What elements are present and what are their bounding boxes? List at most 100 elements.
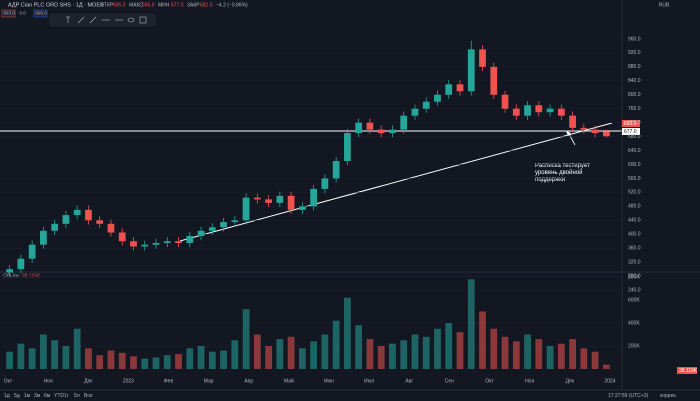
volume-bar xyxy=(344,297,351,369)
candle-body xyxy=(490,66,498,95)
volume-bar xyxy=(287,336,295,369)
volume-tick-label: 400K xyxy=(628,320,640,326)
candle-body xyxy=(276,195,284,203)
x-tick-label: Ноя xyxy=(525,378,534,384)
annotation-box: Расписка тестирует уровень двойной подде… xyxy=(535,163,590,183)
range-button[interactable]: 6м xyxy=(44,393,51,399)
candle-body xyxy=(310,188,318,207)
x-tick-label: Окт xyxy=(485,378,494,384)
volume-badge-label: 38.116K xyxy=(679,368,698,374)
range-button[interactable]: 1г xyxy=(64,393,69,399)
volume-bar xyxy=(130,356,137,369)
candle-body xyxy=(591,129,599,134)
candle-body xyxy=(253,197,261,200)
candle-body xyxy=(28,244,36,259)
candle-body xyxy=(377,129,385,134)
x-tick-label: Апр xyxy=(244,378,253,384)
volume-bar xyxy=(366,339,374,369)
range-button[interactable]: Все xyxy=(84,393,93,399)
drawing-toolbar xyxy=(49,13,156,27)
volume-bar xyxy=(310,341,318,369)
candle-body xyxy=(445,84,453,95)
y-tick-label: 480.0 xyxy=(628,204,641,210)
y-tick-label: 280.0 xyxy=(628,273,641,279)
volume-bar xyxy=(355,325,363,369)
candle-body xyxy=(479,49,486,67)
y-tick-label: 640.0 xyxy=(628,148,641,154)
candle-body xyxy=(141,244,149,247)
y-tick-label: 920.0 xyxy=(628,50,641,56)
range-button[interactable]: YTD xyxy=(54,393,64,399)
range-button[interactable]: 5л xyxy=(74,393,80,399)
badge xyxy=(33,9,48,18)
x-tick-label: Дек xyxy=(566,378,575,384)
range-button[interactable]: 5д xyxy=(14,393,20,399)
candle-body xyxy=(512,108,520,116)
x-tick-label: Дек xyxy=(84,378,93,384)
candle-body xyxy=(186,236,194,243)
volume-bar xyxy=(602,364,610,369)
candle-body xyxy=(332,161,340,179)
volume-bar xyxy=(580,348,588,369)
x-tick-label: 2023 xyxy=(123,378,134,384)
y-tick-label: 800.0 xyxy=(628,92,641,98)
ohlc-item: ЗАКР xyxy=(187,2,200,8)
y-tick-label: 320.0 xyxy=(628,259,641,265)
volume-bar xyxy=(535,339,543,369)
candle-body xyxy=(85,209,92,221)
candle-body xyxy=(152,242,160,245)
arrow-head xyxy=(566,131,571,136)
volume-bar xyxy=(242,309,250,369)
candle-body xyxy=(366,122,374,130)
volume-bar xyxy=(85,348,92,369)
y-tick-label: 720.0 xyxy=(628,120,641,126)
y-tick-label: 360.0 xyxy=(628,246,641,252)
adjust-button[interactable]: коррек. xyxy=(660,393,677,399)
volume-bar xyxy=(524,334,531,369)
x-tick-label: Фев xyxy=(164,378,174,384)
candle-body xyxy=(422,101,430,109)
candle-body xyxy=(197,230,205,237)
price-badge-label: 677.0 xyxy=(624,129,637,135)
badge xyxy=(1,9,16,18)
y-tick-label: 960.0 xyxy=(628,36,641,42)
ohlc-item: −4.2 (−0.86%) xyxy=(216,2,248,8)
currency: RUB xyxy=(659,2,670,8)
candle-body xyxy=(231,220,239,223)
range-button[interactable]: 1м xyxy=(24,393,31,399)
candle-body xyxy=(51,223,59,231)
chart-title: АДР Cian PLC ORD SHS · 1Д · MOEX xyxy=(8,2,104,8)
candle-body xyxy=(175,241,182,243)
volume-bar xyxy=(298,348,306,369)
range-button[interactable]: 3м xyxy=(34,393,41,399)
ohlc-item: 695.0 xyxy=(113,2,126,8)
y-tick-label: 400.0 xyxy=(628,232,641,238)
badge-label: 0.0 xyxy=(20,11,27,16)
candle-body xyxy=(321,178,329,189)
range-button[interactable]: 1д xyxy=(4,393,10,399)
volume-bar xyxy=(332,320,340,369)
x-tick-label: Июн xyxy=(324,378,334,384)
candle-body xyxy=(400,115,408,130)
candle-body xyxy=(569,115,576,128)
candle-body xyxy=(389,129,396,134)
x-tick-label: Авг xyxy=(405,378,413,384)
volume-bar xyxy=(591,351,599,369)
candle-body xyxy=(40,230,47,245)
volume-tick-label: 800K xyxy=(628,274,640,280)
volume-bar xyxy=(253,334,261,369)
candle-body xyxy=(411,108,419,116)
clock: 17:27:59 (UTC+3) xyxy=(608,393,648,399)
y-tick-label: 680.0 xyxy=(628,134,641,140)
volume-bar xyxy=(28,348,36,369)
badge-label: 695.0 xyxy=(36,11,48,16)
candle-body xyxy=(130,241,137,247)
candle-body xyxy=(107,223,115,233)
volume-bar xyxy=(141,358,149,369)
volume-bar xyxy=(73,328,81,369)
x-tick-label: Май xyxy=(284,377,294,384)
volume-bar xyxy=(467,279,475,369)
volume-bar xyxy=(445,323,453,369)
